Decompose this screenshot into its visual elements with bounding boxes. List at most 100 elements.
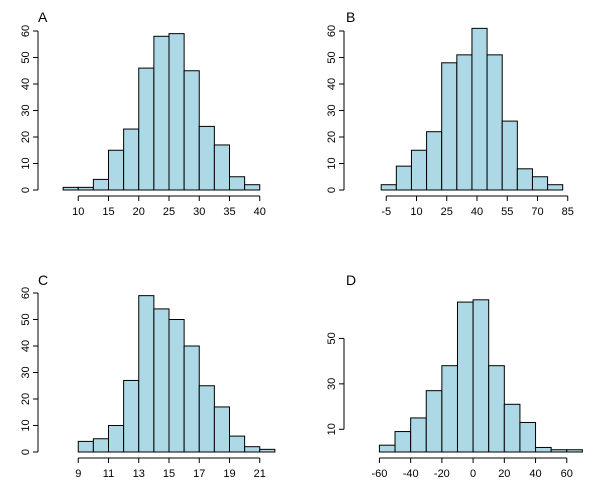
x-tick-label: 10 (410, 206, 422, 218)
histogram-bar (92, 178, 109, 191)
histogram-bar (456, 54, 473, 191)
histogram-bar (183, 70, 200, 191)
x-tick-label: 40 (471, 206, 483, 218)
x-tick-label: 35 (223, 206, 235, 218)
y-tick-label: 60 (20, 25, 32, 37)
x-tick-label: 10 (72, 206, 84, 218)
y-tick-label: 10 (20, 157, 32, 169)
y-tick-label: 50 (326, 51, 338, 63)
histogram-bar (153, 35, 170, 191)
x-tick-label: 9 (75, 468, 81, 480)
histogram-bar (472, 299, 490, 453)
y-tick-label: 0 (326, 187, 338, 193)
y-tick-label: 20 (326, 131, 338, 143)
histogram-bar (501, 120, 518, 191)
histogram-bar (378, 444, 396, 453)
histogram-bar (244, 446, 261, 453)
x-tick-label: -5 (381, 206, 391, 218)
y-tick-label: 60 (326, 25, 338, 37)
x-tick-label: 30 (193, 206, 205, 218)
y-tick-label: 50 (20, 51, 32, 63)
y-tick-label: 40 (20, 78, 32, 90)
y-tick-label: 0 (20, 449, 32, 455)
x-tick-label: 15 (102, 206, 114, 218)
y-tick-label: 40 (326, 78, 338, 90)
histogram-bar (198, 385, 215, 453)
histogram-bar (503, 403, 521, 453)
histogram-panel-c: C 9 11 13 15 17 19 21 0 10 20 30 40 50 60 (20, 272, 276, 480)
histogram-bar (486, 54, 503, 191)
x-tick-label: 15 (163, 468, 175, 480)
histogram-bar (426, 131, 443, 191)
histogram-bar (198, 125, 215, 191)
x-tick-label: -40 (403, 468, 419, 480)
histogram-bar (471, 27, 488, 191)
x-tick-label: 20 (498, 468, 510, 480)
y-tick-label: 60 (20, 287, 32, 299)
y-tick-label: 30 (326, 378, 338, 390)
x-tick-label: 25 (441, 206, 453, 218)
histogram-bar (92, 438, 109, 453)
histogram-bar (153, 308, 170, 453)
histogram-panel-a: A 10 15 20 25 30 35 40 0 10 20 30 40 50 60 (20, 9, 266, 218)
y-tick-label: 10 (20, 419, 32, 431)
x-tick-label: 21 (254, 468, 266, 480)
histogram-bar (259, 448, 276, 453)
histogram-panel-d: D -60 -40 -20 0 20 40 60 10 30 50 (326, 272, 583, 480)
histogram-bar (138, 295, 155, 453)
histogram-bar (62, 186, 79, 191)
y-tick-label: 10 (326, 423, 338, 435)
x-tick-label: -60 (371, 468, 387, 480)
histogram-bar (77, 186, 94, 191)
histogram-bar (138, 67, 155, 191)
histogram-bar (441, 62, 458, 191)
histogram-bar (519, 421, 537, 453)
histogram-panel-b: B -5 10 25 40 55 70 85 0 10 20 30 40 50 60 (326, 9, 574, 218)
histogram-bar (183, 345, 200, 453)
x-tick-label: 85 (562, 206, 574, 218)
x-tick-label: 13 (133, 468, 145, 480)
y-tick-label: 30 (326, 104, 338, 116)
histogram-bar (244, 184, 261, 191)
histogram-bar (410, 149, 428, 191)
y-tick-label: 20 (20, 131, 32, 143)
histogram-bar (488, 365, 505, 453)
histogram-bar (395, 165, 412, 191)
x-tick-label: 60 (561, 468, 573, 480)
histogram-bar (229, 435, 246, 453)
x-tick-label: 20 (133, 206, 145, 218)
y-tick-label: 30 (20, 104, 32, 116)
histogram-bar (108, 425, 125, 453)
panel-letter: A (38, 9, 48, 25)
histogram-bar (410, 417, 427, 453)
histogram-bar (550, 449, 568, 453)
histogram-bar (213, 144, 230, 191)
x-tick-label: 40 (254, 206, 266, 218)
histogram-bar (516, 168, 533, 191)
y-tick-label: 50 (20, 313, 32, 325)
y-tick-label: 30 (20, 366, 32, 378)
y-tick-label: 40 (20, 340, 32, 352)
x-tick-label: 40 (529, 468, 541, 480)
histogram-bar (380, 184, 397, 191)
histogram-bar (394, 431, 412, 453)
y-tick-label: 10 (326, 157, 338, 169)
x-tick-label: 25 (163, 206, 175, 218)
histogram-bar (108, 149, 125, 191)
histogram-bar (566, 449, 583, 453)
x-tick-label: 70 (531, 206, 543, 218)
histogram-bar (168, 319, 185, 453)
histogram-bar (123, 128, 140, 191)
x-tick-label: 11 (103, 468, 114, 480)
histogram-bar (441, 365, 458, 453)
histogram-bar (531, 176, 549, 191)
panel-letter: D (346, 272, 356, 288)
histogram-bar (456, 301, 474, 453)
histogram-bar (547, 184, 564, 191)
x-tick-label: -20 (434, 468, 450, 480)
x-tick-label: 19 (223, 468, 235, 480)
panel-letter: B (346, 9, 355, 25)
histogram-bar (168, 33, 185, 191)
histogram-bar (535, 446, 552, 453)
